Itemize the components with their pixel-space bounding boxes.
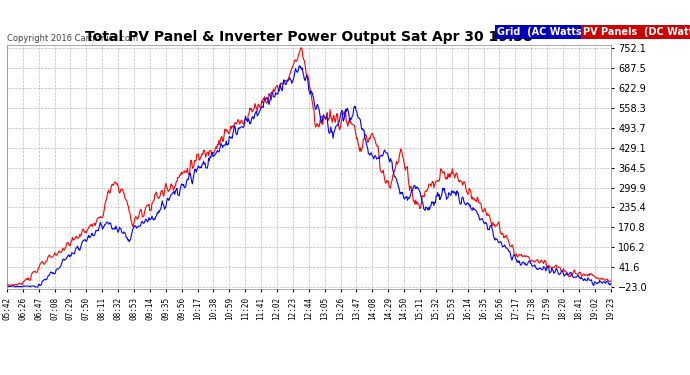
Title: Total PV Panel & Inverter Power Output Sat Apr 30 19:38: Total PV Panel & Inverter Power Output S… <box>85 30 533 44</box>
Text: Copyright 2016 Cartronics.com: Copyright 2016 Cartronics.com <box>7 34 138 43</box>
Text: Grid  (AC Watts): Grid (AC Watts) <box>497 27 586 37</box>
Text: PV Panels  (DC Watts): PV Panels (DC Watts) <box>583 27 690 37</box>
